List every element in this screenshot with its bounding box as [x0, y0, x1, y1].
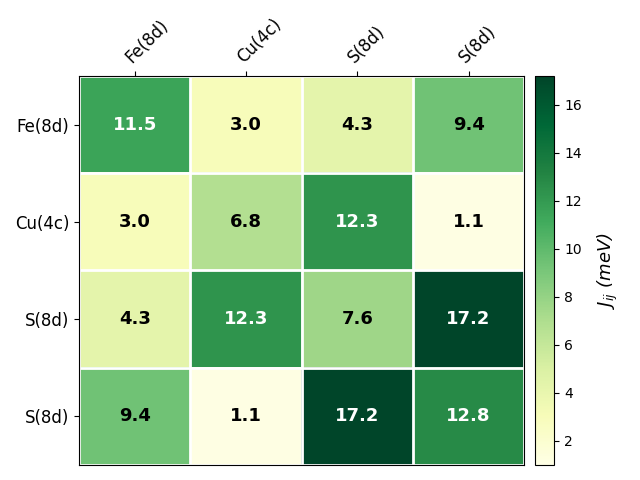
Text: 12.3: 12.3 [335, 213, 380, 231]
Text: 4.3: 4.3 [341, 116, 373, 133]
Text: 17.2: 17.2 [335, 408, 380, 425]
Text: 9.4: 9.4 [119, 408, 151, 425]
Text: 1.1: 1.1 [452, 213, 484, 231]
Text: 11.5: 11.5 [113, 116, 157, 133]
Text: 9.4: 9.4 [452, 116, 484, 133]
Text: 7.6: 7.6 [341, 310, 373, 328]
Y-axis label: $J_{ij}$ (meV): $J_{ij}$ (meV) [596, 232, 620, 309]
Text: 1.1: 1.1 [230, 408, 262, 425]
Text: 17.2: 17.2 [447, 310, 491, 328]
Text: 3.0: 3.0 [119, 213, 151, 231]
Text: 12.8: 12.8 [446, 408, 491, 425]
Text: 4.3: 4.3 [119, 310, 151, 328]
Text: 3.0: 3.0 [230, 116, 262, 133]
Text: 6.8: 6.8 [230, 213, 262, 231]
Text: 12.3: 12.3 [224, 310, 268, 328]
